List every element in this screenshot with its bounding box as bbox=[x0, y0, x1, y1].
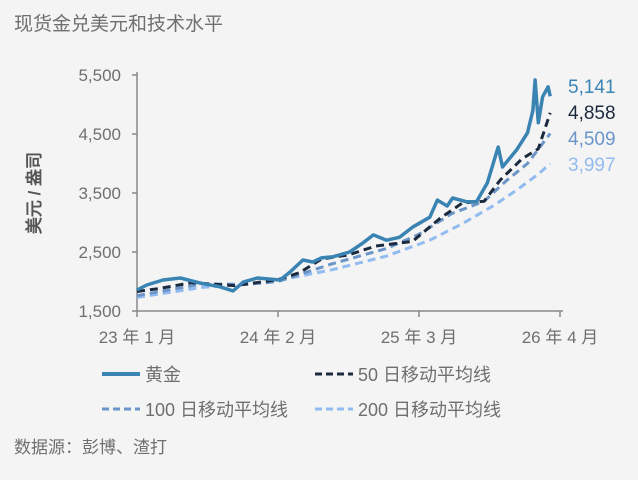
y-tick-label: 2,500 bbox=[78, 243, 121, 262]
x-tick-label: 25 年 3 月 bbox=[381, 328, 458, 347]
chart-title: 现货金兑美元和技术水平 bbox=[14, 13, 223, 35]
legend-label: 黄金 bbox=[145, 365, 181, 385]
legend-label: 50 日移动平均线 bbox=[358, 365, 491, 385]
legend-label: 100 日移动平均线 bbox=[145, 400, 288, 420]
y-axis-label: 美元 / 盎司 bbox=[24, 152, 44, 234]
x-tick-label: 23 年 1 月 bbox=[99, 328, 176, 347]
end-value-label: 3,997 bbox=[568, 155, 616, 176]
legend-label: 200 日移动平均线 bbox=[358, 400, 501, 420]
source-note: 数据源：彭博、渣打 bbox=[14, 438, 167, 457]
y-tick-label: 1,500 bbox=[78, 302, 121, 321]
end-value-label: 5,141 bbox=[568, 77, 616, 98]
y-tick-label: 4,500 bbox=[78, 125, 121, 144]
y-tick-label: 5,500 bbox=[78, 66, 121, 85]
end-value-label: 4,858 bbox=[568, 103, 616, 124]
end-value-label: 4,509 bbox=[568, 129, 616, 150]
x-tick-label: 26 年 4 月 bbox=[522, 328, 599, 347]
series-line-2 bbox=[136, 132, 552, 298]
series-line-1 bbox=[136, 112, 552, 293]
x-tick-label: 24 年 2 月 bbox=[240, 328, 317, 347]
series-line-0 bbox=[136, 78, 552, 293]
y-tick-label: 3,500 bbox=[78, 184, 121, 203]
